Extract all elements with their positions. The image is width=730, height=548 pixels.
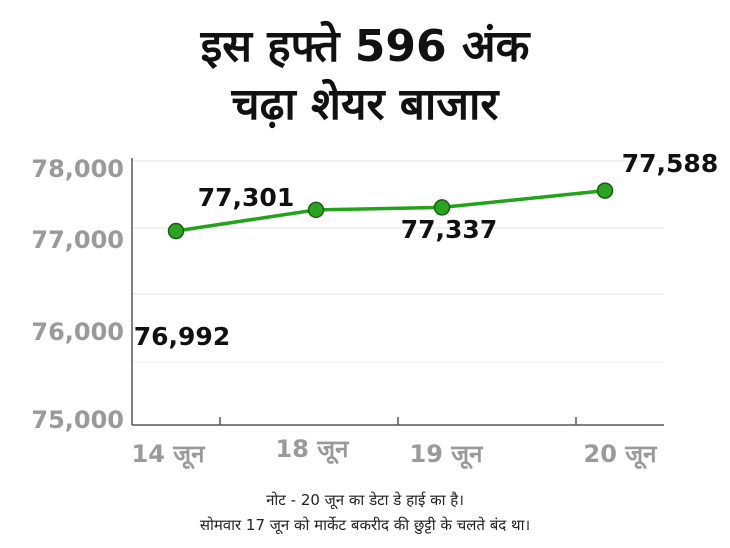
data-label: 77,337 — [401, 215, 497, 244]
chart-note-line-1: नोट - 20 जून का डेटा डे हाई का है। — [266, 491, 464, 509]
data-point — [596, 182, 614, 199]
x-tick-label: 20 जून — [584, 440, 659, 470]
y-tick-label: 75,000 — [31, 406, 124, 434]
data-point — [167, 222, 185, 240]
x-tick-label: 18 जून — [276, 435, 351, 465]
data-label: 76,992 — [134, 322, 230, 351]
x-tick-label: 14 जून — [132, 440, 207, 470]
chart-note-line-2: सोमवार 17 जून को मार्केट बकरीद की छुट्टी… — [199, 516, 531, 534]
chart-note: नोट - 20 जून का डेटा डे हाई का है। सोमवा… — [0, 488, 730, 538]
data-point — [307, 201, 325, 219]
chart-title: इस हफ्ते 596 अंक चढ़ा शेयर बाजार — [0, 18, 730, 134]
y-tick-label: 78,000 — [31, 155, 124, 183]
y-tick-label: 76,000 — [31, 318, 124, 346]
chart-title-line-1: इस हफ्ते 596 अंक — [200, 21, 530, 72]
chart-title-line-2: चढ़ा शेयर बाजार — [231, 79, 499, 130]
series-line — [175, 188, 606, 233]
data-label: 77,588 — [622, 149, 718, 178]
data-point — [433, 199, 451, 216]
x-tick-label: 19 जून — [410, 440, 485, 470]
data-label: 77,301 — [198, 183, 294, 212]
y-tick-label: 77,000 — [31, 226, 124, 254]
